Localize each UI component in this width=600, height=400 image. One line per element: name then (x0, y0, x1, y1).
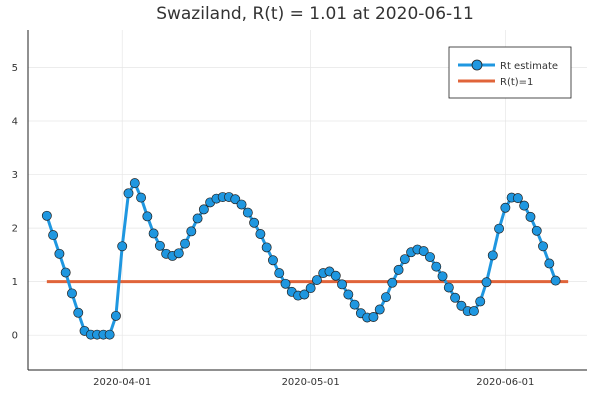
rt-point (525, 211, 536, 222)
axes: 0 1 2 3 4 5 2020-04-01 2020-05-01 2020-06-01 (12, 30, 587, 388)
rt-point (550, 275, 561, 286)
x-tick-label: 2020-05-01 (282, 377, 340, 388)
rt-point (381, 292, 391, 303)
rt-point (261, 242, 272, 253)
rt-point (538, 241, 548, 252)
legend-marker-rt (471, 59, 483, 71)
rt-point (48, 230, 59, 241)
rt-point (142, 211, 153, 222)
rt-point (500, 202, 511, 213)
y-tick-label: 0 (12, 331, 18, 342)
rt-point (280, 278, 291, 289)
rt-point (230, 194, 241, 205)
rt-point (268, 255, 278, 266)
rt-point (337, 279, 347, 290)
x-tick-label: 2020-04-01 (93, 377, 151, 388)
x-tick-label: 2020-06-01 (476, 377, 534, 388)
rt-point (368, 312, 379, 322)
rt-point (349, 299, 360, 310)
rt-point (110, 310, 121, 321)
rt-point (274, 268, 285, 279)
rt-point (374, 304, 385, 315)
rt-point (242, 207, 253, 218)
rt-point (249, 217, 260, 228)
rt-point (431, 261, 442, 272)
rt-point (544, 258, 555, 269)
rt-estimate-line (45, 181, 558, 337)
rt-point (154, 240, 165, 251)
rt-point (475, 296, 486, 307)
rt-point (148, 228, 159, 239)
rt-point (399, 254, 410, 265)
rt-point (481, 277, 492, 288)
chart-title: Swaziland, R(t) = 1.01 at 2020-06-11 (156, 4, 474, 24)
rt-point (305, 283, 316, 294)
rt-point (136, 192, 147, 203)
legend-label-rt: Rt estimate (500, 61, 558, 72)
rt-point (487, 250, 498, 261)
rt-point (456, 300, 467, 311)
rt-point (468, 306, 479, 317)
rt-point (418, 246, 429, 257)
rt-point (129, 178, 140, 189)
legend-label-reference: R(t)=1 (500, 77, 533, 88)
rt-point (67, 288, 77, 299)
rt-point (117, 241, 128, 252)
y-tick-label: 1 (12, 277, 18, 288)
series-layer (41, 178, 561, 340)
rt-point (123, 188, 134, 199)
rt-point (387, 277, 398, 288)
rt-point (494, 223, 505, 234)
rt-point (343, 289, 354, 300)
rt-point (73, 307, 84, 318)
rt-point (173, 248, 184, 259)
rt-point (437, 271, 448, 282)
legend-box (448, 46, 572, 99)
rt-point (60, 267, 71, 278)
rt-point (192, 213, 203, 224)
rt-point (443, 282, 454, 293)
y-tick-label: 4 (12, 117, 18, 128)
rt-point (311, 275, 322, 285)
rt-point (180, 238, 190, 249)
rt-point (104, 329, 115, 340)
rt-point (393, 264, 404, 275)
rt-point (519, 200, 530, 211)
legend: Rt estimate R(t)=1 (448, 46, 572, 99)
rt-point (512, 193, 523, 204)
rt-point (531, 225, 542, 236)
rt-point (299, 289, 310, 300)
y-tick-label: 3 (12, 170, 18, 181)
rt-point (330, 270, 341, 281)
y-tick-label: 2 (12, 224, 18, 235)
rt-point (236, 199, 247, 210)
rt-point (54, 248, 65, 259)
rt-point (255, 229, 266, 239)
rt-point (425, 252, 435, 262)
rt-point (186, 226, 197, 237)
rt-point (41, 210, 52, 221)
rt-point (198, 204, 209, 215)
rt-point (450, 292, 461, 303)
y-tick-label: 5 (12, 63, 18, 74)
